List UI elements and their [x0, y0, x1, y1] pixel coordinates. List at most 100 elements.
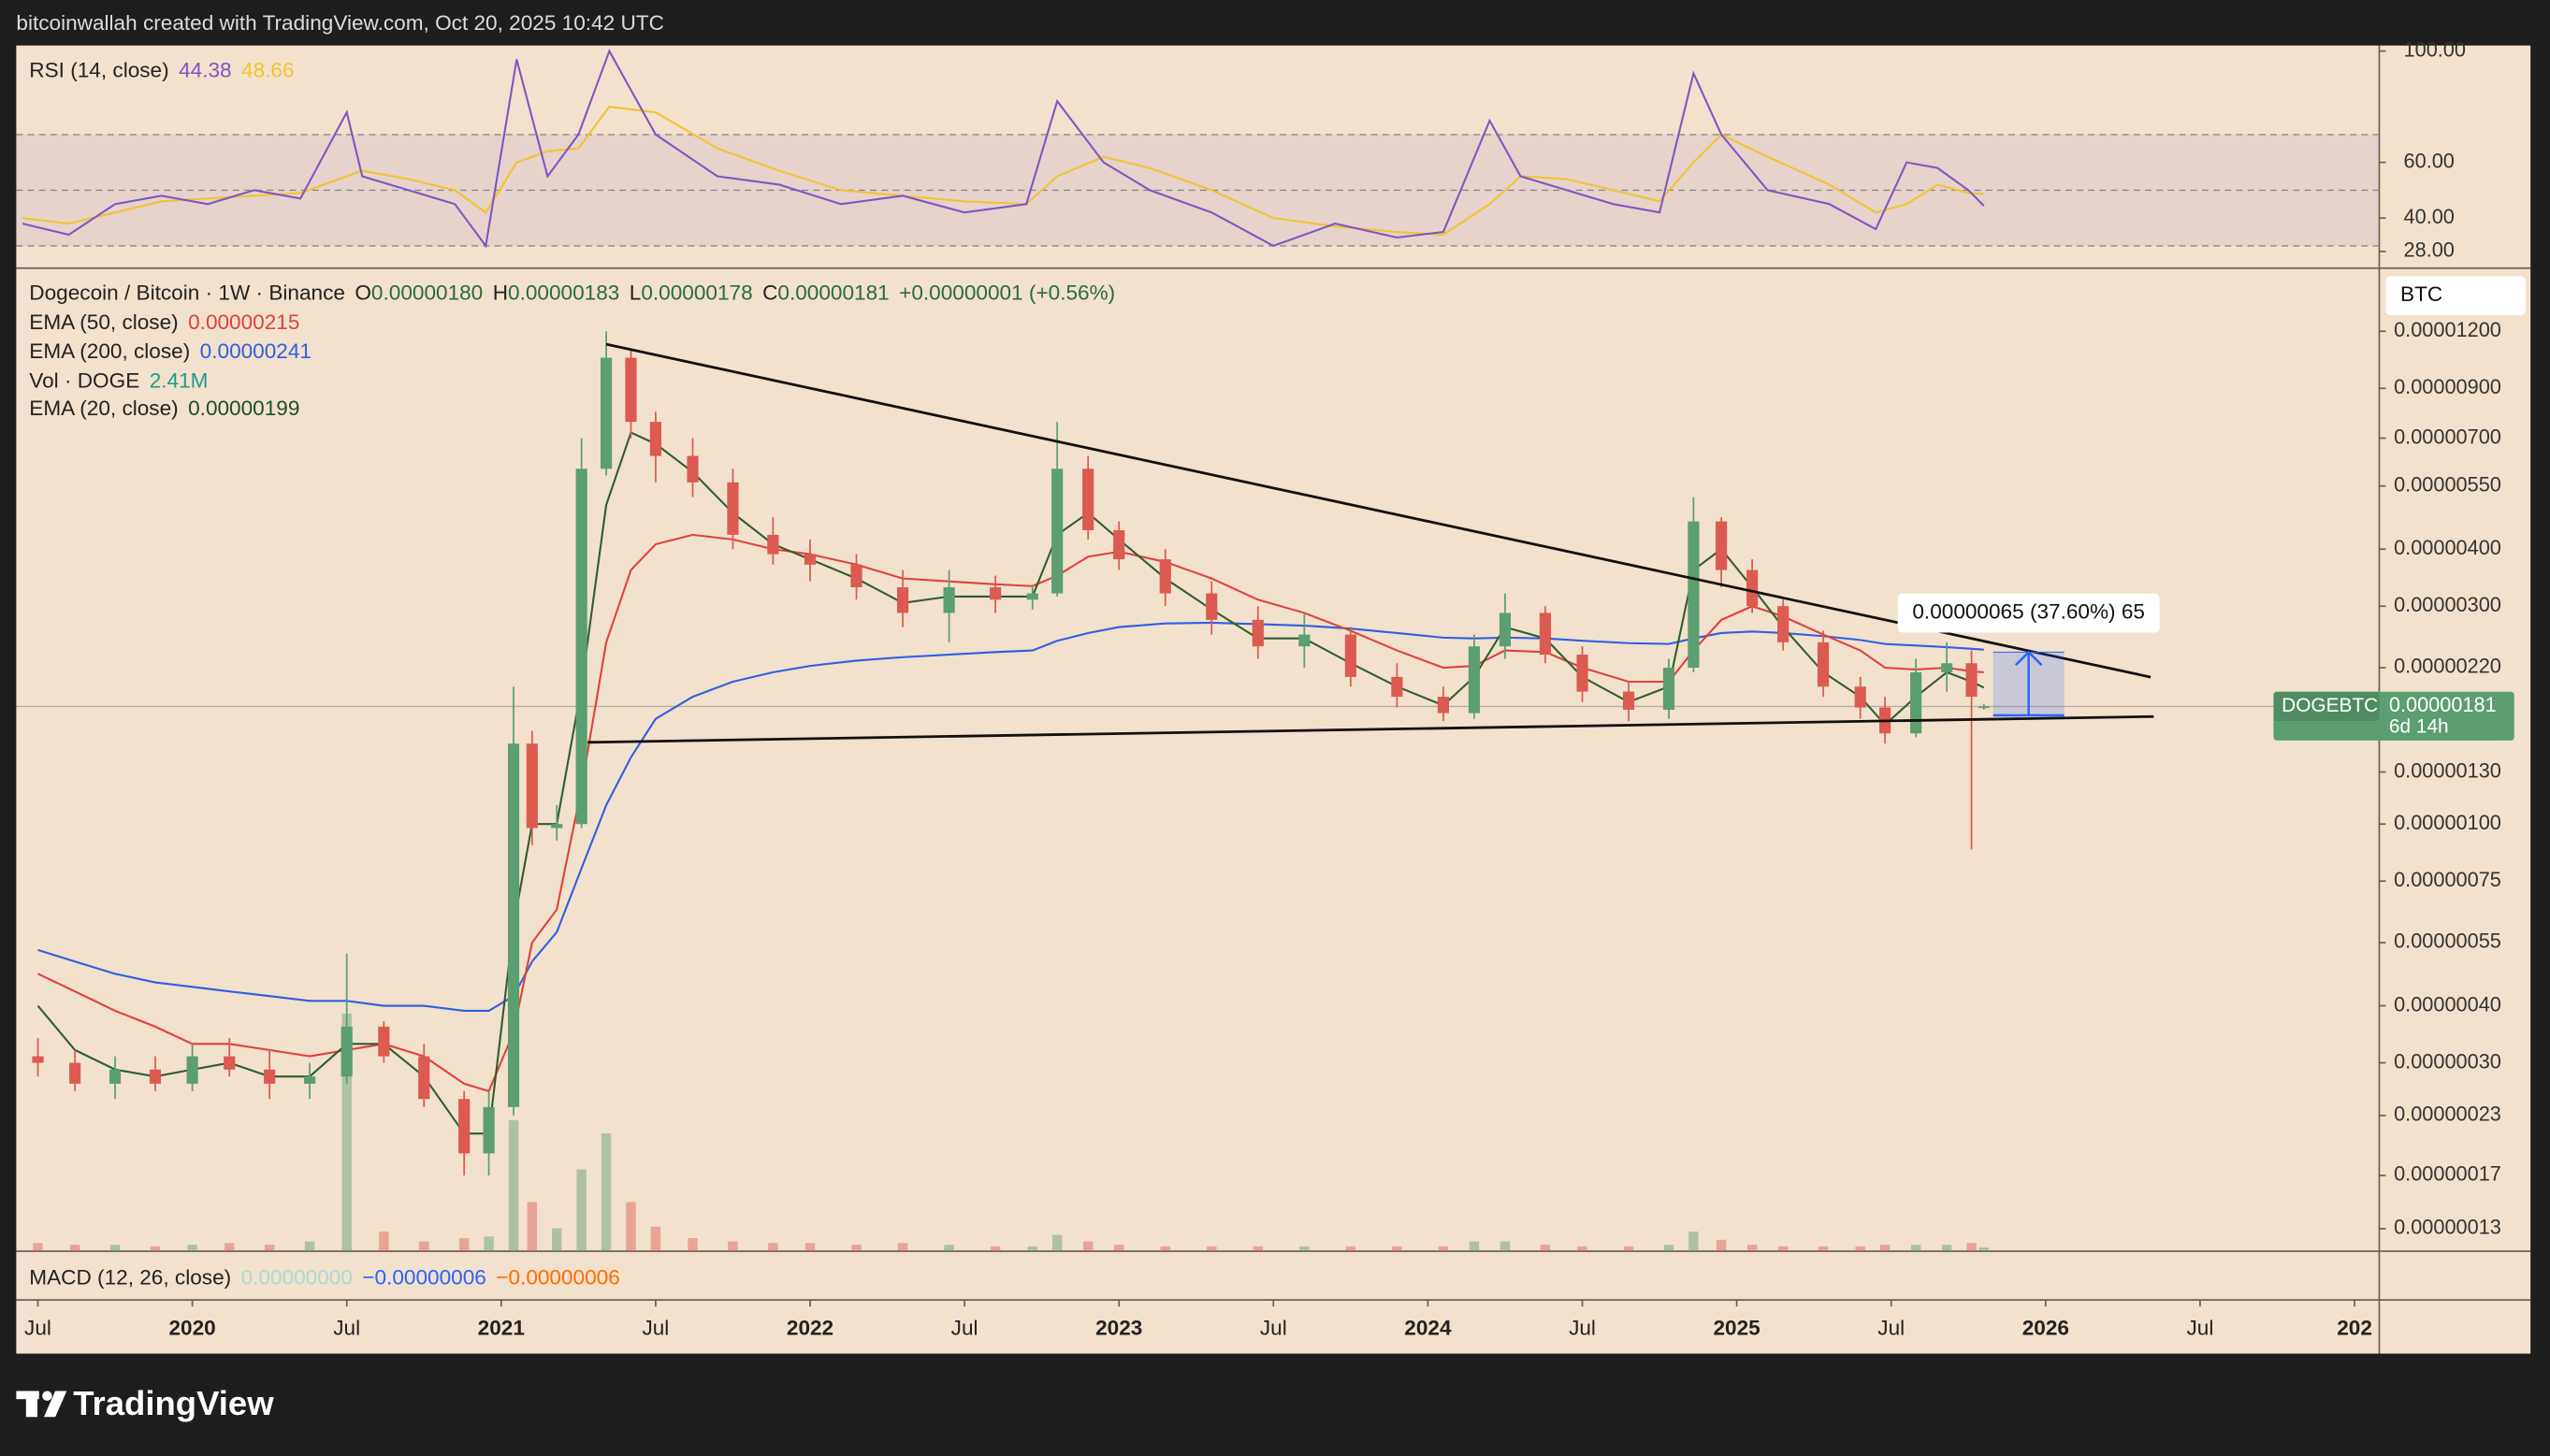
volume-bar	[484, 1236, 494, 1252]
volume-bar	[804, 1243, 816, 1252]
volume-bar	[1160, 1246, 1170, 1252]
volume-bar	[728, 1241, 738, 1252]
candle-body	[340, 1026, 353, 1077]
candle-body	[727, 482, 739, 535]
candle-body	[1716, 521, 1728, 570]
volume-bar	[1855, 1246, 1865, 1252]
volume-bar	[944, 1245, 954, 1252]
y-tick-label: 0.00000900	[2394, 375, 2501, 398]
legend-item: H	[493, 281, 508, 304]
candle-body	[767, 534, 779, 555]
legend-item: EMA (200, close)	[29, 339, 190, 363]
volume-bar	[1438, 1246, 1449, 1252]
volume-bar	[527, 1202, 538, 1252]
volume-bar	[1469, 1241, 1480, 1252]
legend-item: 0.00000241	[200, 339, 312, 363]
legend-item: MACD (12, 26, close)	[29, 1266, 231, 1290]
volume-bar	[576, 1169, 587, 1252]
legend-item: −0.00000006	[496, 1266, 620, 1290]
volume-bar	[1114, 1245, 1124, 1252]
y-tick-label: 0.00000550	[2394, 472, 2501, 496]
candle-body	[109, 1069, 122, 1084]
legend-line: EMA (20, close) 0.00000199	[29, 396, 299, 420]
ema-line	[37, 621, 1984, 1012]
x-tick-label: Jul	[333, 1316, 360, 1339]
last-price-name: DOGEBTC	[2282, 695, 2378, 716]
chart-area	[16, 45, 2531, 1354]
candle-body	[1391, 676, 1403, 698]
x-tick-label: 2021	[478, 1316, 525, 1339]
volume-bar	[1966, 1243, 1977, 1252]
legend-item: +0.00000001 (+0.56%)	[899, 281, 1115, 304]
legend-item: 2.41M	[150, 368, 209, 392]
candle-body	[1082, 469, 1094, 531]
candle-body	[1965, 663, 1978, 698]
candle-body	[303, 1076, 316, 1084]
candle-body	[1910, 671, 1922, 734]
volume-bar	[1253, 1246, 1264, 1252]
candle-body	[687, 455, 699, 483]
y-tick-label: 0.00000220	[2394, 655, 2501, 678]
candle-body	[458, 1099, 471, 1154]
volume-bar	[1941, 1245, 1952, 1252]
candle-body	[1539, 613, 1551, 656]
x-tick-label: 2023	[1095, 1316, 1142, 1339]
legend-item: C	[762, 281, 777, 304]
logo-shape	[25, 1391, 37, 1418]
rsi-tick-label: 100.00	[2404, 37, 2466, 61]
legend-item: EMA (50, close)	[29, 310, 178, 334]
volume-bar	[768, 1243, 778, 1252]
legend-item: 0.00000181	[777, 281, 889, 304]
candle-body	[943, 587, 955, 613]
candle-body	[1777, 606, 1789, 642]
legend-item: −0.00000006	[362, 1266, 486, 1290]
legend-item: 0.00000199	[188, 396, 299, 420]
volume-bar	[341, 1013, 352, 1252]
x-tick-label: Jul	[1260, 1316, 1287, 1339]
legend-item: Vol · DOGE	[29, 368, 139, 392]
volume-bar	[1392, 1246, 1402, 1252]
candle-body	[649, 422, 661, 456]
candle-body	[1576, 655, 1588, 692]
legend-item: Dogecoin / Bitcoin · 1W · Binance	[29, 281, 345, 304]
rsi-tick-label: 60.00	[2404, 149, 2455, 172]
candle-body	[1662, 668, 1675, 710]
volume-bar	[1299, 1246, 1310, 1252]
rsi-line	[22, 49, 1985, 249]
volume-bar	[552, 1228, 562, 1252]
volume-bar	[1027, 1246, 1037, 1252]
candle-body	[1298, 634, 1311, 647]
y-tick-label: 0.00000030	[2394, 1049, 2501, 1073]
volume-bar	[33, 1243, 43, 1252]
candle-body	[1622, 691, 1635, 710]
y-tick-label: 0.00000700	[2394, 425, 2501, 448]
last-price-countdown: 6d 14h	[2389, 715, 2449, 737]
candle-body	[600, 357, 613, 469]
logo-shape	[42, 1391, 52, 1401]
y-tick-label: 0.00000130	[2394, 758, 2501, 782]
legend-item: 0.00000180	[371, 281, 483, 304]
x-tick-label: Jul	[1877, 1316, 1905, 1339]
volume-bar	[1540, 1245, 1551, 1252]
y-tick-label: 0.00000400	[2394, 536, 2501, 559]
volume-bar	[626, 1202, 636, 1252]
x-tick-label: 2025	[1714, 1316, 1760, 1339]
volume-bar	[1577, 1246, 1587, 1252]
candle-body	[551, 824, 563, 829]
candle-body	[507, 743, 520, 1107]
ema-line	[37, 533, 1984, 1093]
rsi-tick-label: 40.00	[2404, 205, 2455, 228]
legend-item: 44.38	[179, 58, 232, 81]
volume-bar	[1978, 1247, 1990, 1252]
volume-bar	[419, 1241, 429, 1252]
candle-body	[1206, 593, 1218, 620]
volume-bar	[187, 1245, 197, 1252]
price-pane	[16, 331, 2380, 1252]
x-tick-label: Jul	[1569, 1316, 1596, 1339]
volume-bar	[1207, 1246, 1217, 1252]
volume-bar	[150, 1246, 161, 1252]
candle-body	[625, 357, 637, 423]
x-tick-label: 2024	[1404, 1316, 1452, 1339]
